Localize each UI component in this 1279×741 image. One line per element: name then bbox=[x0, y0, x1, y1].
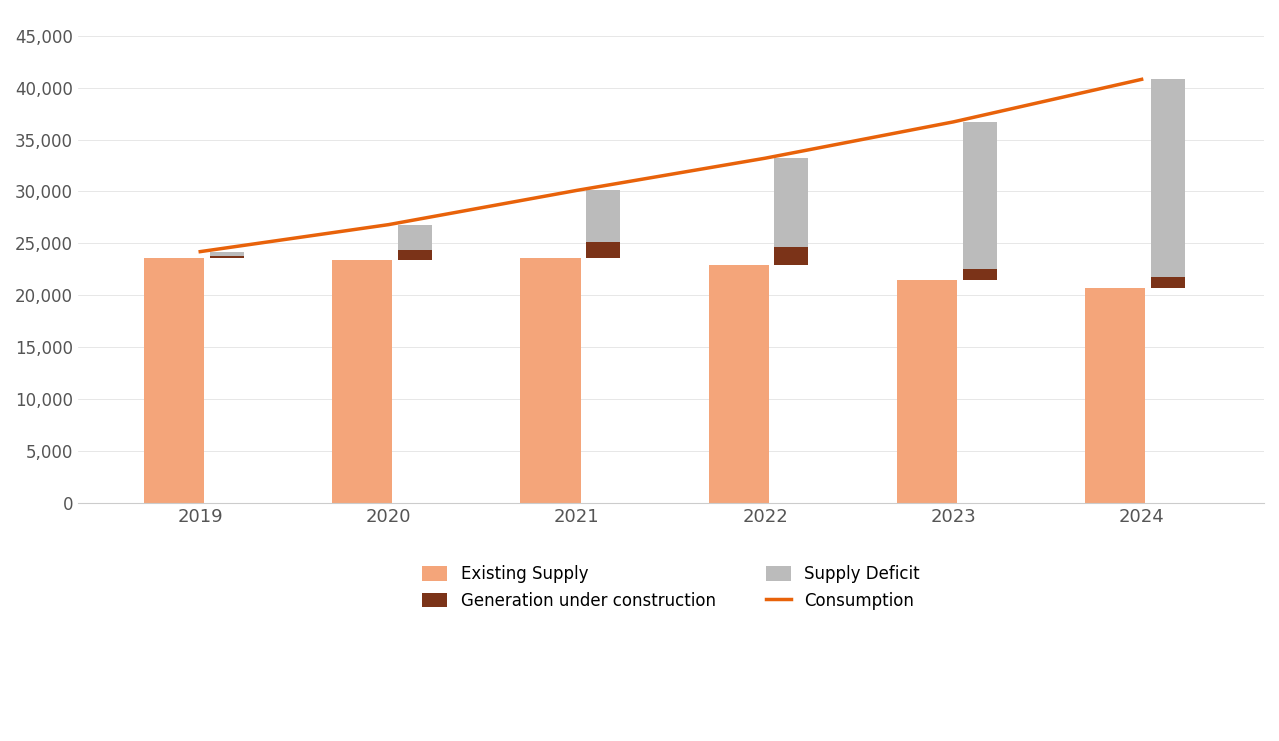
Bar bbox=[963, 269, 996, 279]
Bar bbox=[586, 190, 620, 242]
Bar bbox=[210, 252, 243, 256]
Legend: Existing Supply, Generation under construction, Supply Deficit, Consumption: Existing Supply, Generation under constr… bbox=[416, 559, 926, 617]
Bar bbox=[897, 279, 957, 503]
Bar bbox=[1085, 288, 1146, 503]
Bar bbox=[775, 247, 808, 265]
Bar bbox=[143, 258, 205, 503]
Bar bbox=[709, 265, 769, 503]
Bar bbox=[1151, 277, 1184, 288]
Bar bbox=[398, 225, 432, 250]
Bar bbox=[398, 250, 432, 260]
Bar bbox=[775, 159, 808, 247]
Bar bbox=[521, 258, 581, 503]
Bar bbox=[333, 260, 393, 503]
Bar bbox=[210, 256, 243, 258]
Bar bbox=[963, 122, 996, 269]
Bar bbox=[1151, 79, 1184, 277]
Bar bbox=[586, 242, 620, 258]
